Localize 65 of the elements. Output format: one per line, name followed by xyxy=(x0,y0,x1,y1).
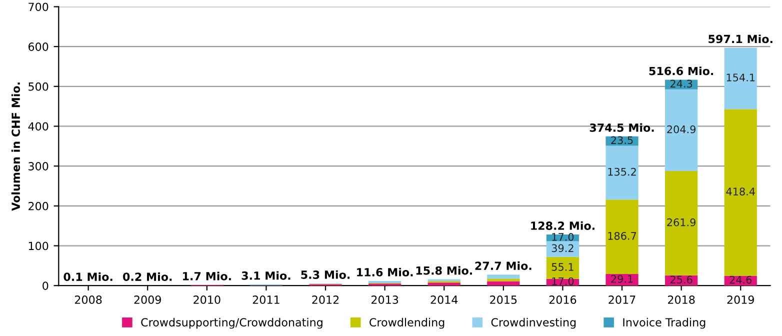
bar xyxy=(428,282,460,286)
data-label: 17.0 xyxy=(552,277,574,286)
bar xyxy=(487,278,520,282)
data-label: 23.5 xyxy=(611,136,633,144)
total-label: 1.7 Mio. xyxy=(183,272,231,280)
total-label: 374.5 Mio. xyxy=(590,123,654,132)
x-tick-label: 2013 xyxy=(371,296,398,304)
bar xyxy=(724,109,757,276)
bar xyxy=(606,146,638,200)
data-label: 154.1 xyxy=(726,74,755,82)
x-tick-label: 2018 xyxy=(668,296,695,304)
total-label: 15.8 Mio. xyxy=(416,266,472,275)
data-label: 39.2 xyxy=(552,244,574,252)
bar xyxy=(665,171,698,276)
legend-label: Crowdsupporting/Crowddonating xyxy=(141,318,322,329)
data-label: 261.9 xyxy=(667,218,696,226)
x-tick-label: 2014 xyxy=(430,296,458,304)
data-label: 24.3 xyxy=(670,80,692,88)
y-tick-label: 400 xyxy=(28,122,48,131)
total-label: 11.6 Mio. xyxy=(357,268,413,276)
y-tick-label: 700 xyxy=(28,2,48,12)
total-label: 597.1 Mio. xyxy=(708,34,772,44)
bar xyxy=(724,48,757,110)
y-tick-label: 100 xyxy=(28,242,48,250)
bar xyxy=(546,234,580,242)
total-label: 0.1 Mio. xyxy=(64,272,112,282)
data-label: 135.2 xyxy=(608,168,636,176)
bar xyxy=(487,281,520,286)
data-label: 17.0 xyxy=(552,233,574,241)
y-tick-label: 600 xyxy=(28,42,48,51)
bar xyxy=(665,89,698,172)
y-tick-label: 0 xyxy=(42,282,48,290)
x-tick-label: 2009 xyxy=(134,296,161,304)
data-label: 24.6 xyxy=(730,276,752,284)
x-tick-label: 2008 xyxy=(74,296,102,304)
y-tick-label: 500 xyxy=(28,82,48,91)
bar xyxy=(546,256,580,279)
legend-label: Crowdinvesting xyxy=(491,318,576,329)
y-tick-label: 200 xyxy=(28,202,48,210)
x-tick-label: 2015 xyxy=(490,296,517,304)
y-tick-label: 300 xyxy=(28,162,48,170)
x-tick-label: 2019 xyxy=(727,296,754,304)
data-label: 204.9 xyxy=(667,125,696,134)
total-label: 128.2 Mio. xyxy=(531,221,594,230)
data-label: 55.1 xyxy=(552,263,574,271)
total-label: 27.7 Mio. xyxy=(475,261,532,270)
bar xyxy=(368,280,402,284)
legend-label: Crowdlending xyxy=(370,318,444,329)
x-tick-label: 2016 xyxy=(549,296,576,304)
data-label: 25.6 xyxy=(670,276,692,284)
x-tick-label: 2017 xyxy=(608,296,636,304)
data-label: 186.7 xyxy=(608,232,636,240)
data-label: 418.4 xyxy=(726,188,755,196)
total-label: 5.3 Mio. xyxy=(301,270,350,279)
x-tick-label: 2012 xyxy=(312,296,339,304)
bar xyxy=(487,274,520,279)
y-axis-title: Volumen in CHF Mio. xyxy=(11,82,20,211)
data-label: 29.1 xyxy=(611,274,633,283)
legend-label: Invoice Trading xyxy=(623,318,706,329)
total-label: 516.6 Mio. xyxy=(649,66,714,76)
x-tick-label: 2010 xyxy=(194,296,220,304)
total-label: 3.1 Mio. xyxy=(242,271,290,280)
x-tick-label: 2011 xyxy=(252,296,280,304)
bar xyxy=(606,200,638,274)
total-label: 0.2 Mio. xyxy=(123,272,172,281)
